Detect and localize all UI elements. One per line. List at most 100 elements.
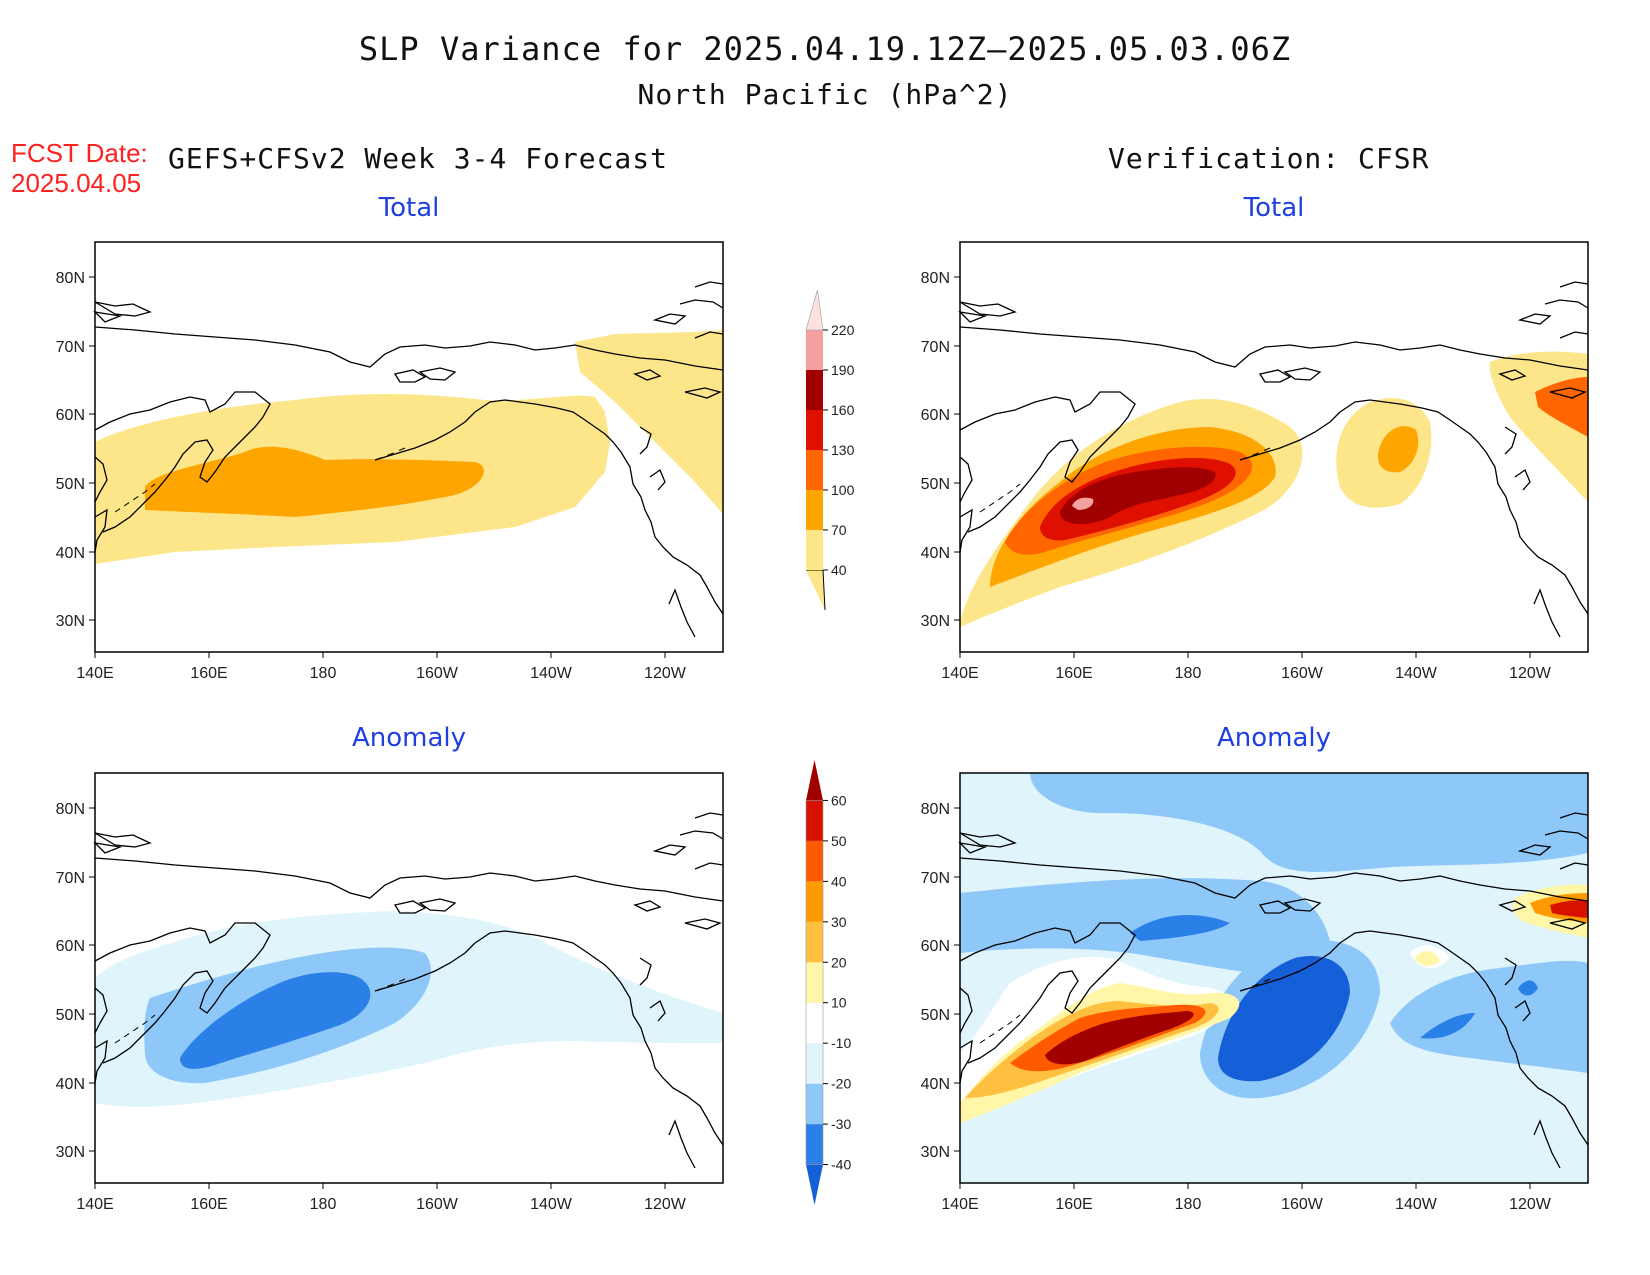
lon-tick-label: 140E [941,1196,978,1213]
lon-tick-label: 160W [416,665,459,682]
colorbar-total-top-tip [805,289,824,331]
vf-anom-minus30-east [1420,1013,1475,1039]
vf-total-70-region-2 [1377,426,1419,473]
lon-tick-label: 160W [416,1196,459,1213]
lon-tick-label: 160E [1055,665,1092,682]
lat-tick-label: 50N [56,476,85,493]
lat-tick-label: 70N [56,339,85,356]
fcst-date-block: FCST Date: 2025.04.05 [11,138,148,198]
lon-tick-label: 180 [310,665,337,682]
colorbar-anomaly-label: 60 [831,792,847,808]
fcst-date-value: 2025.04.05 [11,168,142,198]
lon-tick-label: 140W [1395,665,1438,682]
fcst-date-label: FCST Date: [11,138,148,168]
lon-tick-label: 140E [941,665,978,682]
vf-anom-yellow-patch [1415,951,1440,967]
colorbar-anomaly-swatch [806,962,823,1003]
vf-anom-minus20-north [1030,773,1588,872]
lat-tick-label: 60N [921,407,950,424]
lon-tick-label: 120W [1509,665,1552,682]
colorbar-total-label: 130 [831,442,855,458]
colorbar-total-label: 160 [831,402,855,418]
lon-tick-label: 160E [190,1196,227,1213]
forecast-heading: GEFS+CFSv2 Week 3-4 Forecast [168,142,669,175]
colorbar-total-label: 40 [831,562,847,578]
lat-tick-label: 80N [56,801,85,818]
verification-heading: Verification: CFSR [1108,142,1430,175]
colorbar-anomaly-swatch [806,840,823,882]
colorbar-anomaly-label: -20 [831,1076,851,1092]
panel-title-verification-anomaly: Anomaly [1216,723,1332,753]
lat-tick-label: 70N [921,870,950,887]
fc-total-70-region [145,446,484,517]
colorbar-anomaly-swatch [806,1043,823,1084]
lat-tick-label: 50N [921,1007,950,1024]
lat-tick-label: 60N [56,938,85,955]
colorbar-total-swatch [806,530,823,570]
forecast-anomaly-panel [94,772,724,1184]
lon-tick-label: 160E [190,665,227,682]
colorbar-anomaly-label: -10 [831,1035,851,1051]
fc-total-40-region-east [575,330,723,514]
lon-tick-label: 120W [644,665,687,682]
lat-tick-label: 70N [56,870,85,887]
colorbar-anomaly-swatch [806,1083,823,1125]
lat-tick-label: 40N [56,1076,85,1093]
panel-title-forecast-anomaly: Anomaly [351,723,467,753]
lon-tick-label: 160E [1055,1196,1092,1213]
lat-tick-label: 60N [56,407,85,424]
lat-tick-label: 30N [921,613,950,630]
colorbar-total-label: 100 [831,482,855,498]
lat-tick-label: 40N [56,545,85,562]
colorbar-anomaly: -40 -30 -20 -10 10 20 30 40 50 60 [805,760,851,1205]
colorbar-anomaly-bottom-tip [806,1164,823,1205]
axes-layer: 140E 160E 180 160W 140W 120W 80N 70N 60N 50N 40N 30… [56,270,1552,1213]
vf-anom-plus-east-red [1550,900,1588,918]
colorbar-anomaly-swatch [806,921,823,963]
colorbar-anomaly-label: 50 [831,833,847,849]
vf-total-100-region-east [1535,377,1588,437]
page-title: SLP Variance for 2025.04.19.12Z–2025.05.… [358,30,1292,68]
colorbar-total-swatch [806,410,823,450]
colorbar-anomaly-swatch [806,881,823,922]
colorbar-total-label: 70 [831,522,847,538]
vf-anom-minus30-center [1218,956,1350,1082]
colorbar-total-bottom-tip [806,569,826,611]
lon-tick-label: 120W [1509,1196,1552,1213]
lat-tick-label: 30N [56,613,85,630]
lat-tick-label: 70N [921,339,950,356]
colorbar-total-label: 220 [831,322,855,338]
lat-tick-label: 30N [921,1144,950,1161]
vf-anom-minus30-north [1130,914,1230,941]
lat-tick-label: 50N [921,476,950,493]
lat-tick-label: 60N [921,938,950,955]
lat-tick-label: 50N [56,1007,85,1024]
lat-tick-label: 80N [921,270,950,287]
verification-total-panel [959,241,1589,653]
forecast-total-panel [94,241,724,653]
lon-tick-label: 180 [1175,1196,1202,1213]
page-subtitle: North Pacific (hPa^2) [637,78,1013,111]
colorbar-total-swatch [806,450,823,490]
colorbar-anomaly-frame [805,800,824,1165]
lat-tick-label: 80N [56,270,85,287]
lon-tick-label: 140W [530,1196,573,1213]
fc-anom-minus30-region [180,972,371,1069]
panel-title-verification-total: Total [1243,193,1305,223]
colorbar-total-swatch [806,330,823,370]
vf-total-190-region [1072,497,1094,510]
colorbar-anomaly-swatch [806,1124,823,1165]
colorbar-anomaly-label: -30 [831,1116,851,1132]
colorbar-anomaly-swatch [806,800,823,841]
lon-tick-label: 140E [76,1196,113,1213]
lat-tick-label: 80N [921,801,950,818]
lon-tick-label: 160W [1281,665,1324,682]
lat-tick-label: 30N [56,1144,85,1161]
colorbar-anomaly-top-tip [806,760,823,801]
colorbar-anomaly-label: 40 [831,873,847,889]
lon-tick-label: 180 [1175,665,1202,682]
lon-tick-label: 180 [310,1196,337,1213]
lon-tick-label: 160W [1281,1196,1324,1213]
verification-anomaly-panel [959,772,1589,1184]
